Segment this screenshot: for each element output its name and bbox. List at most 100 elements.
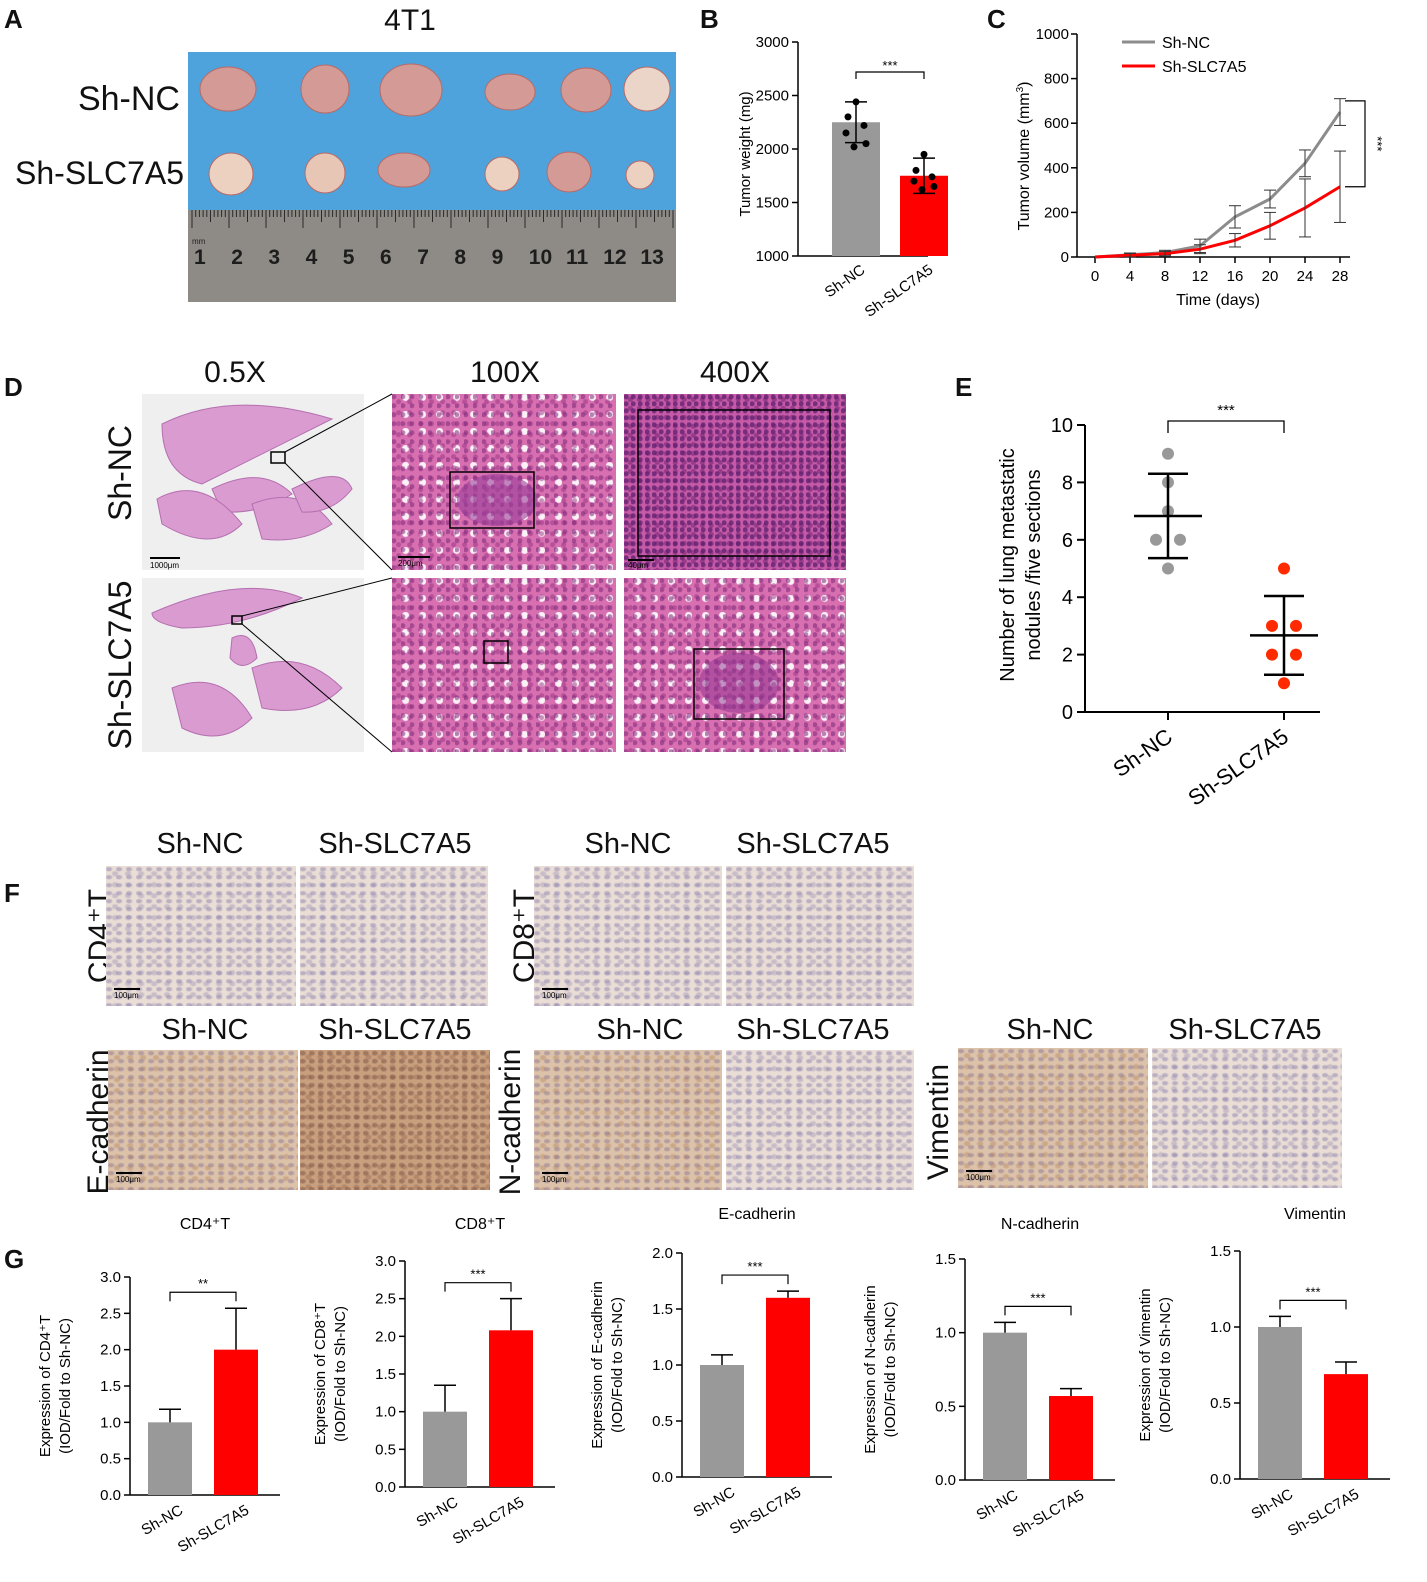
chart-g-ytick-label: 0.0 bbox=[1210, 1471, 1231, 1488]
chart-g-ytick-label: 2.0 bbox=[652, 1245, 673, 1262]
panel-d-slc-100x-image bbox=[392, 578, 616, 752]
panel-letter-g: G bbox=[4, 1244, 25, 1274]
chart-g-ylabel-line2: (IOD/Fold to Sh-NC) bbox=[57, 1318, 74, 1454]
chart-c-ytick-label: 0 bbox=[1061, 249, 1069, 266]
chart-g-ytick-label: 1.0 bbox=[1210, 1319, 1231, 1336]
chart-e-ytick-label: 8 bbox=[1062, 472, 1073, 494]
chart-g-bar bbox=[700, 1365, 744, 1477]
chart-g-ytick-label: 1.5 bbox=[100, 1378, 121, 1395]
scale-bar-label: 40μm bbox=[628, 561, 649, 570]
chart-g-ylabel-line2: (IOD/Fold to Sh-NC) bbox=[332, 1306, 349, 1442]
tumor-slc-2 bbox=[304, 152, 346, 194]
chart-g-ecad: E-cadherin 0.0 0.5 1.0 1.5 2.0 Expression of E… bbox=[589, 1206, 832, 1538]
chart-g-sig-label: ** bbox=[198, 1276, 208, 1291]
chart-b-point bbox=[910, 177, 918, 185]
chart-c-xtick-label: 4 bbox=[1126, 268, 1134, 285]
chart-b-point bbox=[918, 186, 926, 194]
chart-c-xtick-label: 8 bbox=[1161, 268, 1169, 285]
chart-c-xtick-label: 24 bbox=[1297, 268, 1314, 285]
tumor-nc-5 bbox=[560, 67, 612, 113]
chart-g-title: E-cadherin bbox=[718, 1206, 795, 1223]
lung-lobe bbox=[171, 681, 253, 737]
chart-e-point bbox=[1290, 619, 1302, 632]
panel-d-row-sh-slc7a5: Sh-SLC7A5 bbox=[102, 580, 138, 750]
chart-g-ylabel-line1: Expression of CD4⁺T bbox=[37, 1315, 54, 1457]
ihc-cd8-sh-nc: 100μm bbox=[534, 866, 722, 1006]
panel-d-mag-05x: 0.5X bbox=[204, 356, 266, 389]
chart-e-ylabel-line2: nodules /five sections bbox=[1023, 469, 1045, 660]
chart-g-ytick-label: 1.0 bbox=[652, 1357, 673, 1374]
lung-lobe bbox=[156, 490, 243, 540]
panel-letter-e: E bbox=[955, 372, 973, 402]
chart-g-ylabel-line2: (IOD/Fold to Sh-NC) bbox=[609, 1297, 626, 1433]
chart-g-xtick-label: Sh-SLC7A5 bbox=[727, 1484, 804, 1538]
lung-lobe bbox=[161, 404, 334, 485]
chart-c-ytick-label: 200 bbox=[1044, 204, 1069, 221]
chart-g-sig-bracket bbox=[1004, 1305, 1072, 1316]
panel-letter-a: A bbox=[4, 4, 23, 34]
chart-g-cd4: CD4⁺T 0.0 0.5 1.0 1.5 2.0 2.5 3.0 Expression of … bbox=[37, 1216, 280, 1556]
panel-d-mag-100x: 100X bbox=[469, 356, 541, 389]
chart-g-xtick-label: Sh-SLC7A5 bbox=[1285, 1486, 1362, 1540]
chart-b-point bbox=[862, 140, 870, 148]
chart-e-ytick-label: 0 bbox=[1062, 702, 1073, 724]
chart-g-bar bbox=[766, 1297, 810, 1477]
ruler bbox=[188, 210, 676, 302]
chart-g-ytick-label: 2.0 bbox=[375, 1328, 396, 1345]
chart-g-bar bbox=[148, 1422, 192, 1495]
panel-d-slc-400x-image bbox=[624, 578, 846, 752]
lung-lobe bbox=[251, 660, 343, 711]
chart-g-sig-label: *** bbox=[1305, 1284, 1320, 1299]
lung-lobe bbox=[151, 587, 304, 629]
chart-b-point bbox=[930, 182, 938, 190]
panel-d-nc-400x-image: 40μm bbox=[624, 394, 846, 570]
chart-g-ylabel-line1: Expression of E-cadherin bbox=[589, 1281, 606, 1449]
chart-g-ytick-label: 1.5 bbox=[935, 1251, 956, 1268]
chart-g-sig-bracket bbox=[169, 1291, 237, 1302]
ihc-cd8-sh-slc7a5 bbox=[726, 866, 914, 1006]
chart-g-title: CD4⁺T bbox=[180, 1216, 230, 1233]
chart-g-ylabel-line1: Expression of CD8⁺T bbox=[312, 1303, 329, 1445]
chart-g-xtick-label: Sh-NC bbox=[974, 1487, 1022, 1524]
ruler-number: 7 bbox=[417, 246, 429, 269]
chart-g-bar bbox=[1324, 1374, 1368, 1479]
chart-g-xtick-label: Sh-SLC7A5 bbox=[1010, 1487, 1087, 1541]
ihc-vim-sh-nc: 100μm bbox=[958, 1048, 1148, 1188]
nodule-box bbox=[637, 409, 831, 557]
chart-e-point bbox=[1266, 619, 1278, 632]
chart-g-xtick-label: Sh-SLC7A5 bbox=[450, 1494, 527, 1548]
chart-g-xtick-label: Sh-NC bbox=[139, 1502, 187, 1539]
ruler-number: 3 bbox=[268, 246, 280, 269]
ihc-cd4-sh-nc: 100μm bbox=[106, 866, 296, 1006]
scale-bar: 100μm bbox=[114, 988, 140, 1000]
chart-g-bar bbox=[1049, 1396, 1093, 1480]
chart-g-cd8: CD8⁺T 0.0 0.5 1.0 1.5 2.0 2.5 3.0 Expression of … bbox=[312, 1216, 555, 1548]
chart-c-ylabel-close: ) bbox=[1016, 82, 1033, 87]
chart-e-sig-label: *** bbox=[1217, 402, 1235, 419]
chart-b-point bbox=[842, 129, 850, 137]
panel-d-nc-400x-drawing: 40μm bbox=[628, 409, 831, 570]
chart-b-point bbox=[852, 98, 860, 106]
chart-e-point bbox=[1266, 648, 1278, 661]
panel-d-slc-400x-drawing bbox=[693, 648, 785, 720]
chart-e-point bbox=[1162, 562, 1174, 575]
chart-g-ytick-label: 1.5 bbox=[1210, 1243, 1231, 1260]
panel-f-hdr-vim-nc: Sh-NC bbox=[1006, 1014, 1094, 1046]
nodule-box bbox=[693, 648, 785, 720]
chart-b-xtick-label: Sh-SLC7A5 bbox=[862, 261, 937, 320]
chart-g-xtick-label: Sh-NC bbox=[1249, 1486, 1297, 1523]
chart-g-ytick-label: 1.0 bbox=[100, 1414, 121, 1431]
tumor-nc-1 bbox=[199, 66, 257, 112]
chart-b: Tumor weight (mg) 1000 1500 2000 2500 3000 Sh… bbox=[737, 34, 948, 321]
chart-e-point bbox=[1278, 677, 1290, 690]
lung-lobe bbox=[229, 635, 258, 666]
chart-g-bar bbox=[214, 1349, 258, 1495]
chart-b-ylabel: Tumor weight (mg) bbox=[737, 91, 754, 216]
panel-f-hdr-ncad-nc: Sh-NC bbox=[596, 1014, 684, 1046]
panel-f-label-ncad: N-cadherin bbox=[494, 1048, 527, 1196]
ruler-number: 4 bbox=[306, 246, 318, 269]
chart-c-ylabel: Tumor volume (mm3) bbox=[1015, 82, 1033, 231]
ruler-unit: mm bbox=[192, 237, 206, 246]
chart-e-point bbox=[1290, 648, 1302, 661]
zoom-box bbox=[231, 615, 243, 625]
